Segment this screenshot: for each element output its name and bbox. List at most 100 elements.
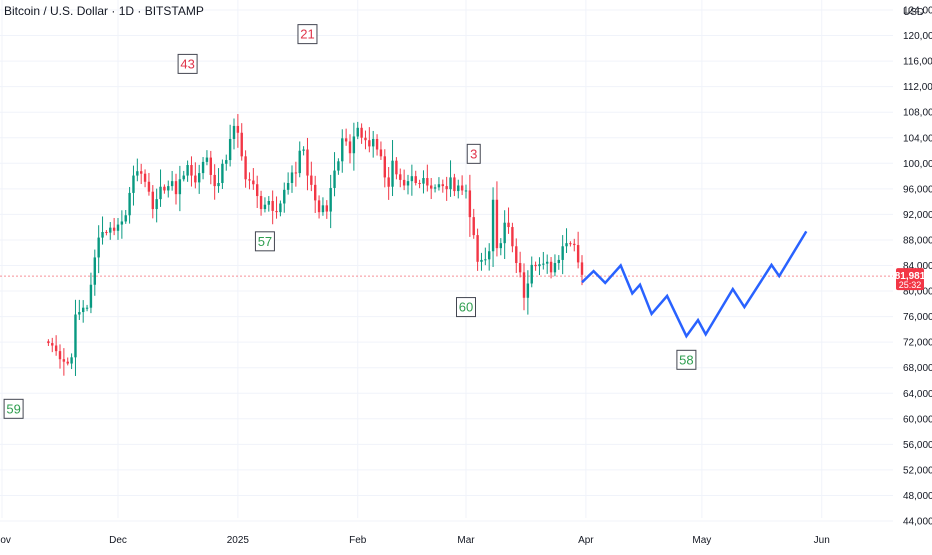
candle-body[interactable] [128,192,131,216]
candle-body[interactable] [190,165,193,176]
candle-body[interactable] [143,173,147,182]
candle-body[interactable] [337,161,340,171]
candle-body[interactable] [553,263,557,273]
candle-body[interactable] [279,203,282,213]
candle-body[interactable] [51,343,54,346]
candle-body[interactable] [225,160,228,164]
candle-body[interactable] [507,222,510,228]
candle-body[interactable] [58,351,62,360]
candle-layer[interactable] [47,114,584,376]
candle-body[interactable] [488,251,491,260]
candle-body[interactable] [182,175,185,180]
candle-body[interactable] [333,170,336,188]
count-annotation-box[interactable]: 58 [676,349,697,370]
candle-body[interactable] [213,174,216,187]
candle-body[interactable] [120,221,124,225]
candle-body[interactable] [449,177,452,190]
candle-body[interactable] [283,189,286,204]
currency-label[interactable]: USD [903,7,924,18]
candle-body[interactable] [573,243,576,246]
candle-body[interactable] [89,284,93,308]
candle-body[interactable] [472,217,475,236]
candle-body[interactable] [410,176,414,182]
candle-body[interactable] [437,184,441,188]
candle-body[interactable] [62,359,66,362]
candle-body[interactable] [105,232,108,234]
candle-body[interactable] [445,186,448,190]
candle-body[interactable] [228,138,232,161]
candle-body[interactable] [306,149,309,176]
candle-body[interactable] [433,187,437,189]
candle-body[interactable] [124,215,127,222]
candle-body[interactable] [375,138,379,150]
candle-body[interactable] [464,190,468,192]
candle-body[interactable] [294,172,298,174]
candle-body[interactable] [580,262,584,275]
candle-body[interactable] [484,259,487,261]
candle-body[interactable] [147,181,151,192]
candle-body[interactable] [275,210,278,213]
candle-body[interactable] [511,227,514,247]
candle-body[interactable] [290,172,294,184]
candle-body[interactable] [426,178,429,186]
candle-body[interactable] [136,171,139,176]
candle-body[interactable] [112,227,116,231]
count-annotation-box[interactable]: 21 [297,24,318,45]
candle-body[interactable] [163,186,166,191]
candle-body[interactable] [576,245,580,263]
candle-body[interactable] [116,224,120,231]
candle-body[interactable] [267,200,270,205]
candle-body[interactable] [174,181,178,195]
candle-body[interactable] [232,125,236,139]
candle-body[interactable] [236,125,240,133]
candle-body[interactable] [538,264,541,267]
candle-body[interactable] [170,181,174,187]
candle-body[interactable] [221,163,224,184]
candle-body[interactable] [360,127,363,138]
candle-body[interactable] [244,156,247,180]
candle-body[interactable] [348,141,352,154]
candle-body[interactable] [341,138,344,162]
candle-body[interactable] [406,181,410,186]
candle-body[interactable] [480,259,483,262]
candle-body[interactable] [441,184,444,187]
count-annotation-box[interactable]: 59 [3,398,24,419]
candle-body[interactable] [151,191,154,210]
candle-body[interactable] [93,257,96,285]
candle-body[interactable] [569,243,572,245]
candle-body[interactable] [383,156,386,178]
candle-body[interactable] [325,205,328,212]
candle-body[interactable] [109,227,112,233]
candle-body[interactable] [503,222,506,244]
candle-body[interactable] [391,160,394,187]
candle-body[interactable] [549,261,553,273]
candle-body[interactable] [298,150,301,174]
candle-body[interactable] [198,173,201,183]
projection-path-line[interactable] [581,230,808,339]
candle-body[interactable] [565,243,568,247]
candle-body[interactable] [468,190,472,218]
candle-body[interactable] [167,186,170,191]
candle-body[interactable] [329,187,332,212]
count-annotation-box[interactable]: 3 [466,143,481,164]
candle-body[interactable] [66,361,69,364]
time-axis[interactable]: Nov Dec 2025 Feb Mar Apr May Jun [0,535,830,546]
candle-body[interactable] [248,179,251,181]
candle-body[interactable] [453,177,456,192]
candle-body[interactable] [321,205,325,213]
candle-body[interactable] [74,314,77,358]
candle-body[interactable] [140,171,143,174]
candle-body[interactable] [78,312,81,315]
candle-body[interactable] [310,175,313,185]
candle-body[interactable] [47,341,50,344]
candle-body[interactable] [356,127,359,137]
candle-body[interactable] [132,175,135,193]
candle-body[interactable] [201,161,205,174]
candle-body[interactable] [379,149,383,157]
candle-body[interactable] [271,200,274,211]
candle-body[interactable] [205,157,209,162]
candle-body[interactable] [364,137,367,141]
candle-body[interactable] [534,264,537,267]
candle-body[interactable] [542,263,545,265]
